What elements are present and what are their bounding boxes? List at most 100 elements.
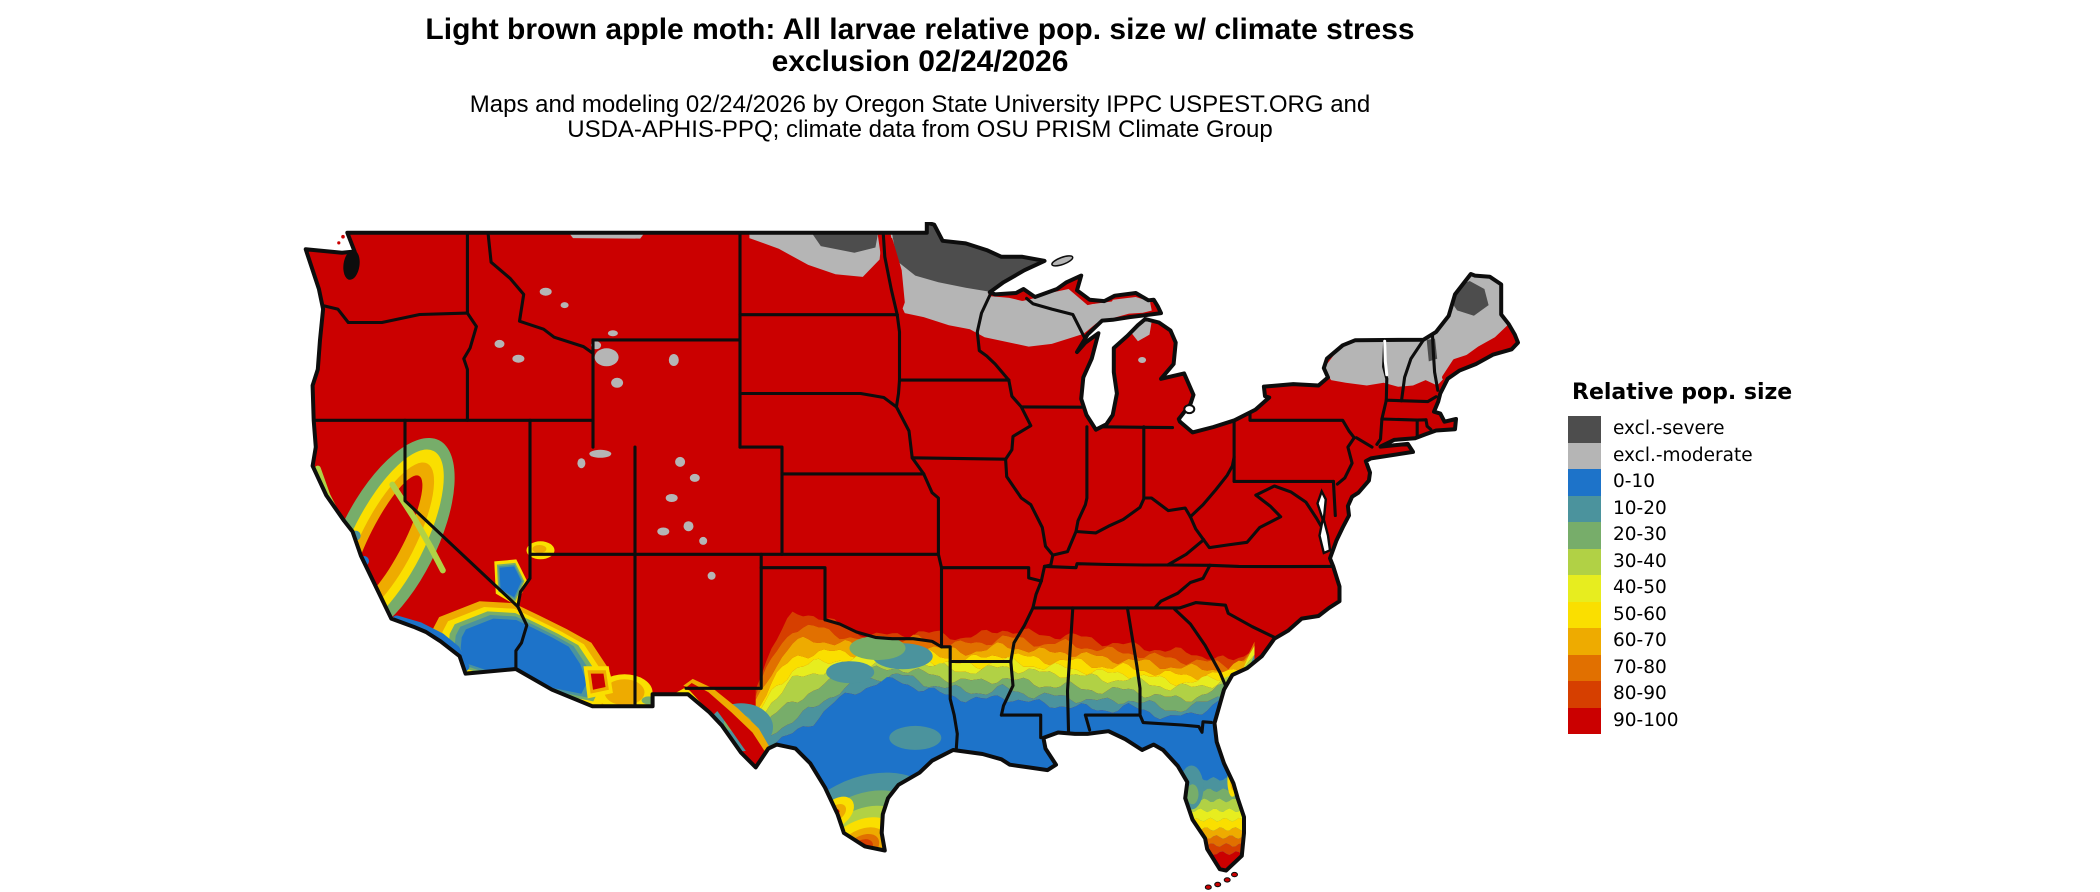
state-border (910, 456, 1008, 461)
sw-blue-core (460, 618, 587, 694)
map-blob (707, 571, 716, 580)
legend-item-label: 20-30 (1613, 524, 1667, 545)
base-fill (305, 222, 1519, 871)
legend-item: 40-50 (1568, 575, 1828, 602)
maine-valley-red (1442, 354, 1471, 380)
legend-item-label: 30-40 (1613, 550, 1667, 572)
band-10-20 (755, 654, 1255, 758)
state-border (1125, 606, 1142, 717)
vegas-blue (499, 566, 522, 598)
state-border (1166, 538, 1206, 567)
us-map-svg (303, 222, 1520, 890)
map-blob (577, 458, 586, 469)
map-blob (532, 545, 547, 553)
legend: Relative pop. size excl.-severe excl.-mod… (1568, 380, 1828, 735)
map-blob (849, 636, 906, 661)
legend-item: 80-90 (1568, 681, 1828, 708)
state-border (1153, 563, 1212, 610)
map-blob (889, 725, 942, 750)
state-border (939, 564, 1047, 583)
state-border (1004, 457, 1055, 557)
state-border (738, 391, 898, 409)
legend-item-label: 10-20 (1613, 497, 1667, 519)
state-border (684, 566, 763, 690)
mn-severe (890, 222, 1046, 292)
state-border (894, 405, 944, 649)
state-border (1399, 338, 1426, 403)
legend-item-label: 60-70 (1613, 630, 1667, 651)
map-blob (1138, 357, 1147, 363)
legend-item: excl.-severe (1568, 416, 1828, 443)
map-blob (611, 377, 624, 388)
legend-item: 0-10 (1568, 469, 1828, 496)
map-blob (1183, 404, 1196, 415)
map-blob (494, 339, 505, 348)
state-border (1248, 411, 1356, 440)
state-border (462, 311, 478, 422)
state-border (1254, 484, 1325, 531)
map-blob (589, 449, 612, 458)
legend-swatch (1568, 681, 1601, 708)
map-blob (337, 241, 341, 245)
us-outline (303, 222, 1520, 873)
legend-item-label: excl.-severe (1613, 418, 1725, 439)
state-border (1004, 378, 1033, 461)
legend-item-label: 90-100 (1613, 709, 1679, 731)
state-border (999, 579, 1043, 717)
state-border (1331, 479, 1337, 518)
legend-swatch (1568, 707, 1601, 735)
legend-item-label: 80-90 (1613, 683, 1667, 704)
state-border (1042, 562, 1334, 570)
map-blob (689, 473, 700, 482)
state-border (1065, 606, 1075, 736)
map-blob (512, 354, 525, 363)
legend-item-label: 0-10 (1613, 471, 1655, 492)
state-border (319, 303, 469, 325)
legend-item: 20-30 (1568, 522, 1828, 549)
state-border (1173, 607, 1228, 689)
state-border (1051, 496, 1192, 557)
state-border (486, 231, 595, 355)
legend-item: 10-20 (1568, 495, 1828, 523)
state-border (516, 418, 532, 609)
legend-swatch (1568, 654, 1601, 682)
map-blob (1231, 871, 1238, 878)
state-border (1138, 713, 1213, 734)
state-border (1042, 553, 1055, 568)
band-30-40 (755, 654, 1255, 743)
map-blob (826, 661, 875, 684)
legend-swatch (1568, 416, 1601, 443)
legend-item: 90-100 (1568, 707, 1828, 735)
legend-item: 60-70 (1568, 628, 1828, 655)
band-60-70 (755, 636, 1255, 713)
state-border (1188, 515, 1206, 542)
band-20-30 (755, 654, 1255, 748)
legend-item: 70-80 (1568, 654, 1828, 682)
legend-item: 50-60 (1568, 601, 1828, 629)
state-border (1178, 601, 1278, 640)
state-border (999, 713, 1043, 740)
header: Light brown apple moth: All larvae relat… (300, 13, 1540, 143)
map-blob (1051, 255, 1074, 267)
legend-item-label: 50-60 (1613, 603, 1667, 625)
map-blob (1214, 881, 1222, 888)
tucson-red (590, 673, 606, 690)
band-80-90 (755, 611, 1255, 696)
legend-item: excl.-moderate (1568, 442, 1828, 470)
legend-swatch (1568, 575, 1601, 602)
map-blob (607, 330, 618, 337)
map-blob (699, 536, 708, 545)
state-border (738, 445, 784, 556)
legend-item-label: excl.-moderate (1613, 444, 1753, 466)
mi-tip-moderate (1129, 319, 1152, 342)
rio-grande-red (685, 683, 768, 768)
lake-champlain (1383, 339, 1389, 377)
state-border (1074, 425, 1089, 534)
map-blob (675, 456, 686, 467)
state-border (1083, 713, 1092, 732)
legend-swatch (1568, 601, 1601, 629)
sierra-fringe (389, 481, 446, 574)
map-title: Light brown apple moth: All larvae relat… (425, 13, 1415, 79)
map-blob (594, 348, 619, 367)
